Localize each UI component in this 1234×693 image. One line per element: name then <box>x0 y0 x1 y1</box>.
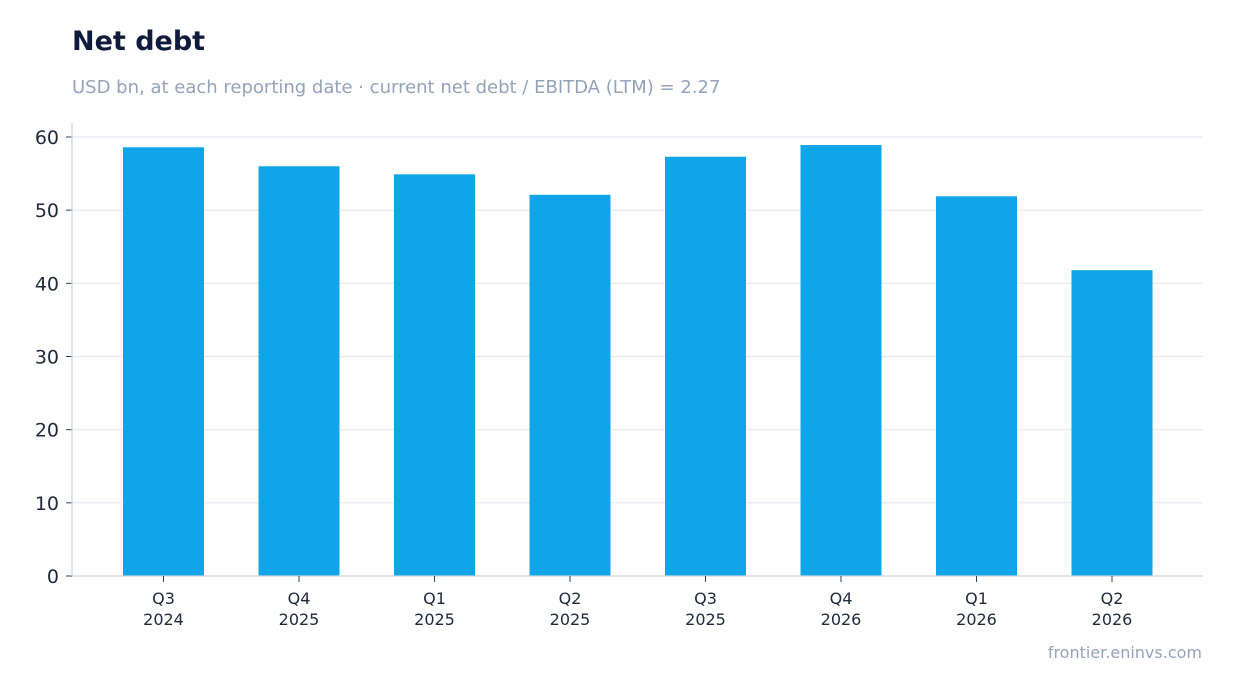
source-note: frontier.eninvs.com <box>1047 643 1202 662</box>
y-tick-label: 40 <box>35 273 59 295</box>
x-tick-label: Q4 <box>288 589 311 608</box>
bar <box>123 147 204 576</box>
x-tick-label: Q2 <box>559 589 582 608</box>
bar <box>936 196 1017 576</box>
bar <box>1071 270 1153 576</box>
y-tick-label: 60 <box>35 127 59 149</box>
x-tick-label: Q4 <box>830 589 853 608</box>
x-tick-label: Q3 <box>152 589 175 608</box>
bars <box>123 145 1153 576</box>
bar <box>800 145 882 576</box>
x-tick-label: 2025 <box>414 610 455 629</box>
gridlines <box>72 136 1203 504</box>
x-tick-label: 2026 <box>1092 610 1133 629</box>
x-tick-label: 2026 <box>821 610 862 629</box>
x-tick-label: Q1 <box>423 589 446 608</box>
y-tick-label: 30 <box>35 347 59 369</box>
x-tick-label: Q3 <box>694 589 717 608</box>
bar <box>665 156 746 576</box>
y-tick-label: 50 <box>35 200 59 222</box>
x-tick-label: 2025 <box>550 610 591 629</box>
tick-labels: 0 10 20 30 40 50 60 Q3 2024 Q4 2025 Q1 2025 Q2 2025 Q3 2… <box>35 127 1133 629</box>
chart-title: Net debt <box>72 26 206 57</box>
x-tick-label: 2025 <box>279 610 320 629</box>
y-tick-label: 20 <box>35 420 59 442</box>
bar <box>529 194 611 576</box>
bar <box>258 166 340 576</box>
y-tick-label: 0 <box>47 566 59 588</box>
x-tick-label: 2024 <box>143 610 184 629</box>
x-tick-label: Q1 <box>965 589 988 608</box>
x-tick-label: 2025 <box>685 610 726 629</box>
x-tick-label: 2026 <box>956 610 997 629</box>
bar <box>394 174 475 576</box>
axes <box>66 123 1203 582</box>
y-tick-label: 10 <box>35 493 59 515</box>
chart-subtitle: USD bn, at each reporting date · current… <box>72 77 721 98</box>
x-tick-label: Q2 <box>1101 589 1124 608</box>
